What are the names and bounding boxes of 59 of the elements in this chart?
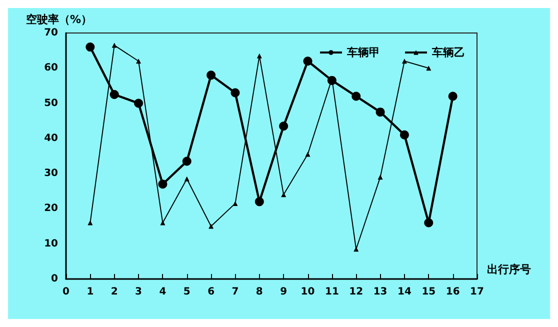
x-tick-label: 9	[280, 286, 288, 298]
point	[206, 70, 216, 80]
point	[134, 98, 144, 108]
point	[378, 174, 383, 180]
y-tick-label: 0	[51, 274, 58, 284]
y-tick-label: 10	[44, 238, 58, 250]
x-axis-title: 出行序号	[487, 263, 531, 276]
x-tick-label: 12	[349, 286, 364, 298]
point	[160, 220, 166, 226]
x-tick-label: 6	[208, 286, 215, 298]
x-tick-label: 0	[62, 286, 70, 298]
x-tick-label: 15	[422, 286, 436, 298]
x-tick-label: 11	[324, 286, 339, 298]
y-tick-label: 40	[44, 132, 58, 144]
point	[88, 220, 93, 226]
legend-label: 车辆乙	[431, 46, 465, 59]
x-tick-label: 5	[183, 286, 190, 298]
x-tick-label: 10	[300, 286, 315, 298]
x-tick-label: 16	[446, 286, 460, 298]
y-tick-label: 20	[44, 203, 58, 214]
point	[110, 90, 119, 99]
point	[426, 66, 432, 71]
y-axis-title: 空驶率（%）	[26, 13, 92, 26]
point	[232, 200, 238, 206]
x-tick-label: 17	[470, 286, 484, 298]
point	[305, 152, 310, 157]
point	[279, 122, 288, 131]
x-tick-label: 3	[135, 286, 142, 298]
x-tick-label: 4	[159, 286, 166, 298]
point	[254, 197, 264, 206]
point	[424, 218, 434, 228]
x-tick-label: 7	[232, 286, 239, 298]
point	[352, 92, 361, 101]
x-tick-label: 8	[256, 286, 263, 298]
y-tick-label: 50	[44, 98, 58, 109]
point	[400, 130, 409, 140]
point	[303, 56, 312, 66]
point	[136, 58, 142, 64]
x-tick-label: 14	[398, 286, 412, 298]
y-tick-label: 30	[44, 168, 58, 180]
point	[376, 108, 385, 117]
y-tick-label: 70	[44, 28, 58, 38]
x-tick-label: 1	[86, 286, 94, 298]
point	[158, 180, 168, 189]
legend-label: 车辆甲	[346, 46, 380, 59]
point	[112, 42, 117, 48]
point	[230, 88, 240, 98]
y-tick-label: 60	[44, 62, 58, 74]
x-tick-label: 13	[373, 286, 388, 298]
point	[448, 92, 458, 101]
point	[182, 156, 192, 166]
point	[184, 176, 190, 182]
point	[256, 53, 262, 58]
point	[281, 192, 286, 198]
x-tick-label: 2	[110, 286, 118, 298]
point	[86, 42, 95, 52]
point	[354, 246, 359, 252]
point	[208, 224, 214, 229]
point	[402, 58, 407, 64]
